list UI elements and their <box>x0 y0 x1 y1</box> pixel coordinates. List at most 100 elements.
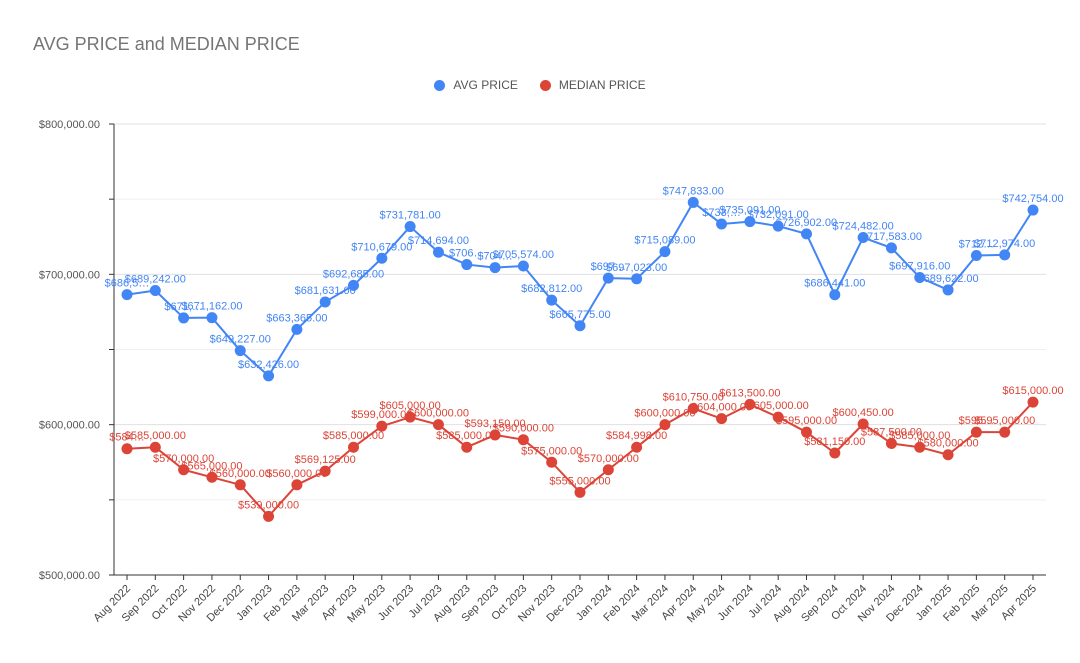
median-price-data-label: $590,000.00 <box>493 423 554 435</box>
avg-price-point[interactable] <box>857 232 869 244</box>
median-price-point[interactable] <box>970 426 982 438</box>
avg-price-data-label: $704… <box>477 251 512 263</box>
median-price-point[interactable] <box>178 464 190 476</box>
avg-price-point[interactable] <box>1027 204 1039 216</box>
avg-price-point[interactable] <box>885 242 897 254</box>
avg-price-data-label: $710,679.00 <box>351 241 412 253</box>
median-price-data-label: $593,150.00 <box>464 418 525 430</box>
avg-price-point[interactable] <box>716 218 728 230</box>
avg-price-point[interactable] <box>999 249 1011 261</box>
median-price-point[interactable] <box>319 465 331 477</box>
median-price-point[interactable] <box>546 456 558 468</box>
avg-price-point[interactable] <box>517 260 529 272</box>
avg-price-point[interactable] <box>801 228 812 240</box>
avg-price-data-label: $706… <box>449 248 484 260</box>
median-price-point[interactable] <box>291 479 303 491</box>
median-price-point[interactable] <box>404 411 416 423</box>
avg-price-data-label: $689,622.00 <box>917 273 978 285</box>
avg-price-point[interactable] <box>404 221 416 233</box>
avg-price-point[interactable] <box>178 312 190 324</box>
avg-price-point[interactable] <box>687 196 699 208</box>
median-price-point[interactable] <box>801 426 812 438</box>
avg-price-point[interactable] <box>461 259 473 271</box>
median-price-point[interactable] <box>206 471 218 483</box>
avg-price-point[interactable] <box>744 216 756 228</box>
avg-price-point[interactable] <box>234 345 246 357</box>
avg-price-point[interactable] <box>206 312 218 324</box>
median-price-point[interactable] <box>348 441 359 453</box>
median-price-data-label: $581,150.00 <box>804 436 865 448</box>
avg-price-point[interactable] <box>348 279 359 291</box>
avg-price-point[interactable] <box>602 272 614 284</box>
avg-price-point[interactable] <box>291 323 303 335</box>
avg-price-point[interactable] <box>149 285 161 297</box>
median-price-data-label: $555,000.00 <box>549 475 610 487</box>
avg-price-point[interactable] <box>574 320 586 332</box>
median-price-point[interactable] <box>942 449 954 461</box>
median-price-point[interactable] <box>432 419 444 431</box>
avg-price-point[interactable] <box>942 284 954 296</box>
median-price-point[interactable] <box>744 398 756 410</box>
median-price-point[interactable] <box>121 443 133 455</box>
y-tick-label: $700,000.00 <box>39 269 100 281</box>
median-price-point[interactable] <box>461 441 473 453</box>
avg-price-point[interactable] <box>659 246 671 258</box>
avg-price-point[interactable] <box>914 271 926 283</box>
legend-item-median[interactable]: MEDIAN PRICE <box>539 78 646 92</box>
avg-price-data-label: $705,574.00 <box>493 249 554 261</box>
median-price-point[interactable] <box>631 441 643 453</box>
avg-price-point[interactable] <box>829 289 841 301</box>
avg-price-data-label: $733,… <box>702 207 741 219</box>
avg-price-point[interactable] <box>772 220 784 232</box>
avg-price-data-label: $712… <box>959 239 994 251</box>
median-price-point[interactable] <box>857 418 869 430</box>
median-price-data-label: $584,998.00 <box>606 430 667 442</box>
median-price-point[interactable] <box>234 479 246 491</box>
median-price-point[interactable] <box>829 447 841 459</box>
median-price-point[interactable] <box>489 429 501 441</box>
avg-price-point[interactable] <box>376 252 388 264</box>
median-price-point[interactable] <box>602 464 614 476</box>
avg-price-point[interactable] <box>631 273 643 285</box>
avg-price-point[interactable] <box>432 246 444 258</box>
median-price-point[interactable] <box>999 426 1011 438</box>
avg-price-data-label: $717,583.00 <box>861 231 922 243</box>
median-price-point[interactable] <box>885 437 897 449</box>
avg-price-data-label: $671,162.00 <box>181 301 242 313</box>
avg-price-data-label: $712,974.00 <box>974 238 1035 250</box>
legend-item-avg[interactable]: AVG PRICE <box>434 78 518 92</box>
median-price-point[interactable] <box>376 420 388 432</box>
median-price-data-label: $595,000.00 <box>974 415 1035 427</box>
median-price-point[interactable] <box>659 419 671 431</box>
avg-price-point[interactable] <box>970 250 982 262</box>
median-price-point[interactable] <box>574 486 586 498</box>
avg-price-point[interactable] <box>263 370 275 382</box>
median-price-point[interactable] <box>517 434 529 446</box>
median-price-data-label: $605,000.00 <box>380 400 441 412</box>
median-price-point[interactable] <box>687 403 699 415</box>
median-price-data-label: $585,000.00 <box>436 430 497 442</box>
median-price-data-label: $539,000.00 <box>238 499 299 511</box>
avg-price-point[interactable] <box>546 294 558 306</box>
median-price-point[interactable] <box>772 411 784 423</box>
median-price-point[interactable] <box>914 441 926 453</box>
avg-price-data-label: $649,227.00 <box>210 334 271 346</box>
avg-price-data-label: $632,426.00 <box>238 359 299 371</box>
median-price-point[interactable] <box>263 510 275 522</box>
median-price-point[interactable] <box>716 413 728 425</box>
median-price-point[interactable] <box>149 441 161 453</box>
legend-marker-median <box>539 79 551 91</box>
median-price-point[interactable] <box>1027 396 1039 408</box>
median-price-data-label: $600,000.00 <box>408 408 469 420</box>
avg-price-point[interactable] <box>319 296 331 308</box>
median-price-data-label: $585,000.00 <box>323 430 384 442</box>
y-tick-label: $500,000.00 <box>39 570 100 582</box>
avg-price-data-label: $724,482.00 <box>833 221 894 233</box>
median-price-data-label: $610,750.00 <box>663 392 724 404</box>
median-price-data-label: $585,000.00 <box>125 430 186 442</box>
avg-price-data-label: $732,091.00 <box>748 209 809 221</box>
avg-price-point[interactable] <box>489 262 501 274</box>
avg-price-point[interactable] <box>121 289 133 301</box>
median-price-data-label: $584… <box>109 432 144 444</box>
